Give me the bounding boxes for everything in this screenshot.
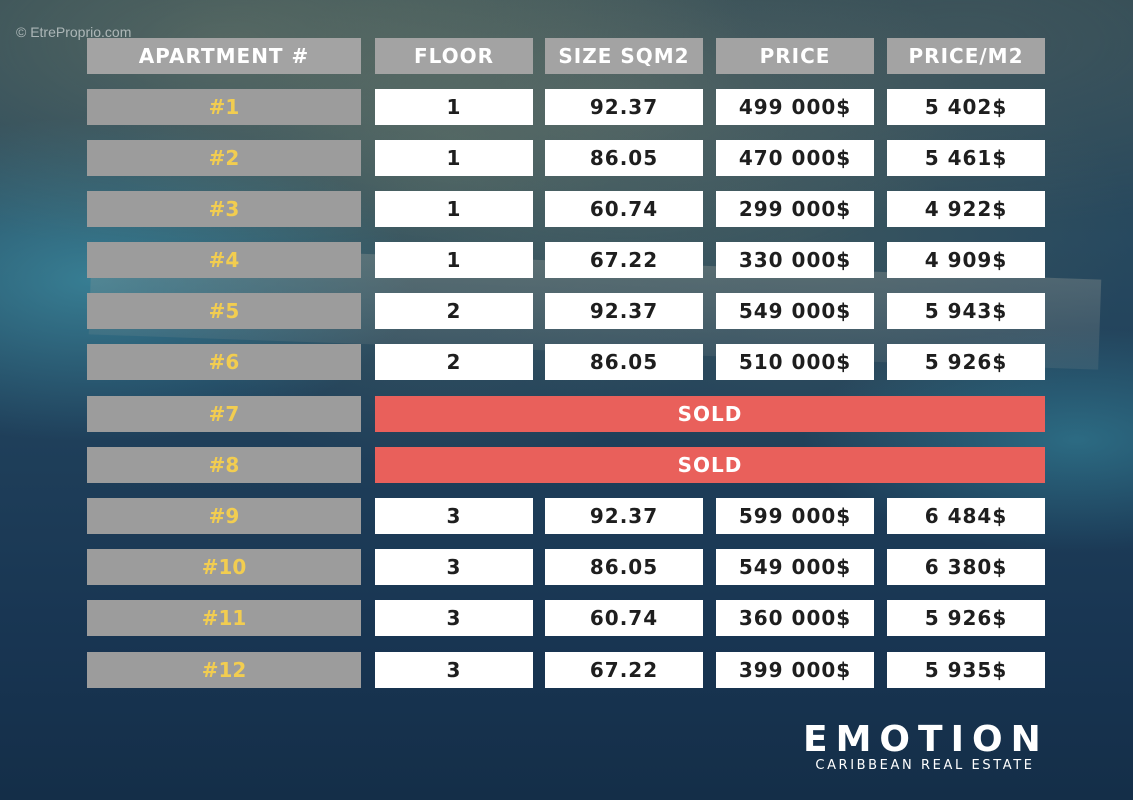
brand-name: EMOTION: [803, 719, 1049, 760]
price-cell: 549 000$: [716, 293, 874, 329]
floor-cell: 3: [375, 498, 533, 534]
watermark: © EtreProprio.com: [16, 24, 132, 40]
floor-cell: 1: [375, 140, 533, 176]
apartment-number-cell: #11: [87, 600, 361, 636]
apartment-number-cell: #4: [87, 242, 361, 278]
apartment-number-cell: #6: [87, 344, 361, 380]
header-price-per-m2: PRICE/M2: [887, 38, 1045, 74]
floor-cell: 3: [375, 652, 533, 688]
apartment-number-cell: #1: [87, 89, 361, 125]
price-cell: 549 000$: [716, 549, 874, 585]
size-cell: 86.05: [545, 140, 703, 176]
floor-cell: 2: [375, 293, 533, 329]
floor-cell: 1: [375, 191, 533, 227]
apartment-number-cell: #8: [87, 447, 361, 483]
price-per-m2-cell: 6 484$: [887, 498, 1045, 534]
price-per-m2-cell: 5 926$: [887, 344, 1045, 380]
price-cell: 399 000$: [716, 652, 874, 688]
price-per-m2-cell: 5 402$: [887, 89, 1045, 125]
price-cell: 330 000$: [716, 242, 874, 278]
floor-cell: 3: [375, 600, 533, 636]
price-per-m2-cell: 5 943$: [887, 293, 1045, 329]
size-cell: 67.22: [545, 652, 703, 688]
floor-cell: 3: [375, 549, 533, 585]
size-cell: 60.74: [545, 600, 703, 636]
price-cell: 299 000$: [716, 191, 874, 227]
price-cell: 599 000$: [716, 498, 874, 534]
header-floor: FLOOR: [375, 38, 533, 74]
apartment-number-cell: #10: [87, 549, 361, 585]
brand-logo: EMOTION CARIBBEAN REAL ESTATE: [803, 719, 1049, 774]
floor-cell: 1: [375, 242, 533, 278]
size-cell: 60.74: [545, 191, 703, 227]
brand-tagline: CARIBBEAN REAL ESTATE: [815, 758, 1035, 773]
price-cell: 470 000$: [716, 140, 874, 176]
header-apartment: APARTMENT #: [87, 38, 361, 74]
price-per-m2-cell: 4 909$: [887, 242, 1045, 278]
apartment-number-cell: #3: [87, 191, 361, 227]
price-per-m2-cell: 5 461$: [887, 140, 1045, 176]
price-per-m2-cell: 5 926$: [887, 600, 1045, 636]
sold-banner: SOLD: [375, 447, 1045, 483]
size-cell: 86.05: [545, 549, 703, 585]
apartment-number-cell: #9: [87, 498, 361, 534]
price-per-m2-cell: 5 935$: [887, 652, 1045, 688]
size-cell: 92.37: [545, 293, 703, 329]
apartment-number-cell: #2: [87, 140, 361, 176]
price-cell: 499 000$: [716, 89, 874, 125]
size-cell: 67.22: [545, 242, 703, 278]
apartment-number-cell: #7: [87, 396, 361, 432]
floor-cell: 2: [375, 344, 533, 380]
price-cell: 360 000$: [716, 600, 874, 636]
sold-banner: SOLD: [375, 396, 1045, 432]
header-size: SIZE SQM2: [545, 38, 703, 74]
size-cell: 86.05: [545, 344, 703, 380]
price-per-m2-cell: 4 922$: [887, 191, 1045, 227]
price-per-m2-cell: 6 380$: [887, 549, 1045, 585]
header-price: PRICE: [716, 38, 874, 74]
apartment-number-cell: #12: [87, 652, 361, 688]
size-cell: 92.37: [545, 89, 703, 125]
floor-cell: 1: [375, 89, 533, 125]
apartment-number-cell: #5: [87, 293, 361, 329]
size-cell: 92.37: [545, 498, 703, 534]
price-cell: 510 000$: [716, 344, 874, 380]
